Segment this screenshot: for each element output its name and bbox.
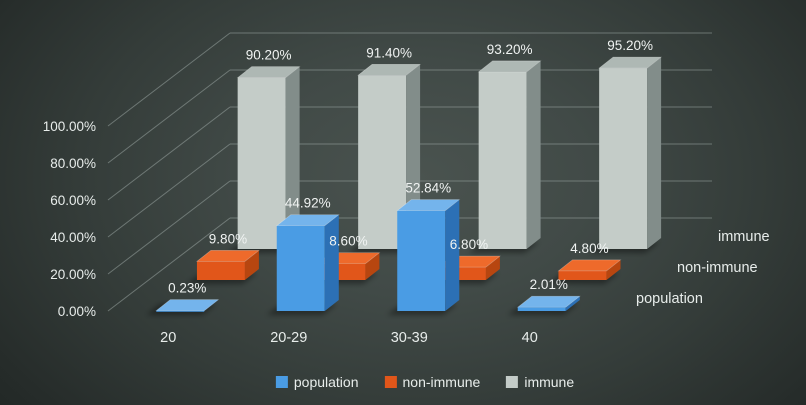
bar-front-non-immune xyxy=(558,270,607,280)
bar-side-immune xyxy=(647,57,662,249)
legend: population non-immune immune xyxy=(275,374,574,390)
value-axis-tick: 100.00% xyxy=(43,119,96,134)
value-axis-tick: 20.00% xyxy=(50,267,96,282)
legend-swatch-icon xyxy=(506,376,519,388)
legend-item-immune[interactable]: immune xyxy=(506,374,574,390)
legend-label: immune xyxy=(524,374,575,390)
data-label: 93.20% xyxy=(487,42,533,57)
bar-top-population xyxy=(275,214,340,227)
gridline-diagonal xyxy=(107,32,231,127)
category-label: 20-29 xyxy=(270,330,307,346)
legend-label: non-immune xyxy=(402,374,481,390)
data-label: 9.80% xyxy=(209,231,247,246)
bar-side-population xyxy=(324,214,339,311)
bar-front-population xyxy=(397,210,446,311)
data-label: 6.80% xyxy=(450,237,488,252)
bar-front-non-immune xyxy=(196,261,245,280)
data-label: 90.20% xyxy=(246,48,292,63)
legend-swatch-icon xyxy=(384,376,397,388)
bar-side-immune xyxy=(285,66,300,249)
value-axis-tick: 80.00% xyxy=(50,156,96,171)
bar-front-immune xyxy=(237,77,286,250)
gridline-diagonal xyxy=(107,143,231,238)
bar-side-population xyxy=(445,199,460,311)
bar-side-population xyxy=(565,296,580,311)
data-label: 0.23% xyxy=(168,281,206,296)
bar-top-non-immune xyxy=(195,250,260,262)
bar-top-non-immune xyxy=(557,259,622,272)
gridline-diagonal xyxy=(107,217,231,312)
bar-top-immune xyxy=(236,66,301,78)
legend-item-population[interactable]: population xyxy=(275,374,359,390)
bar-side-non-immune xyxy=(485,256,500,280)
bars xyxy=(146,56,663,315)
bar-top-immune xyxy=(357,63,422,76)
value-axis-tick: 0.00% xyxy=(58,304,96,319)
bar-side-immune xyxy=(526,60,541,250)
value-axis-tick: 40.00% xyxy=(50,230,96,245)
legend-swatch-icon xyxy=(275,376,288,388)
data-label: 52.84% xyxy=(405,181,451,196)
bar-side-non-immune xyxy=(606,259,621,280)
bar-top-population xyxy=(155,299,220,311)
series-axis-label: population xyxy=(636,291,703,307)
value-axis: 0.00% 20.00% 40.00% 60.00% 80.00% 100.00% xyxy=(43,119,96,319)
data-label: 95.20% xyxy=(607,38,653,53)
bar-front-population xyxy=(276,225,325,311)
data-label: 4.80% xyxy=(570,241,608,256)
gridline-diagonal xyxy=(107,106,231,201)
bar-front-immune xyxy=(478,71,527,249)
bar-side-non-immune xyxy=(244,250,259,280)
bar-side-population xyxy=(204,299,219,311)
series-axis: population non-immune immune xyxy=(636,229,770,307)
category-axis: 20 20-29 30-39 40 xyxy=(160,330,538,346)
bar-top-population xyxy=(396,199,461,211)
gridline-diagonal xyxy=(107,180,231,275)
bar-front-population xyxy=(156,310,205,312)
series-axis-label: immune xyxy=(718,229,770,245)
bar-front-population xyxy=(517,307,566,311)
legend-label: population xyxy=(293,374,359,390)
bar-top-immune xyxy=(477,60,542,73)
series-axis-label: non-immune xyxy=(677,260,758,276)
bar-front-immune xyxy=(599,68,648,250)
category-label: 40 xyxy=(522,330,538,346)
bar-side-non-immune xyxy=(365,252,380,280)
legend-item-non-immune[interactable]: non-immune xyxy=(384,374,481,390)
category-label: 30-39 xyxy=(391,330,428,346)
data-label: 2.01% xyxy=(530,277,568,292)
data-label: 44.92% xyxy=(285,196,331,211)
category-label: 20 xyxy=(160,330,176,346)
bar-top-population xyxy=(516,295,581,308)
data-label: 91.40% xyxy=(366,45,412,60)
bar-top-immune xyxy=(598,56,663,69)
data-label: 8.60% xyxy=(329,234,367,249)
data-labels: 0.23% 44.92% 52.84% 2.01% 9.80% 8.60% 6.80% 4.8… xyxy=(168,38,653,295)
value-axis-tick: 60.00% xyxy=(50,193,96,208)
gridline-diagonal xyxy=(107,69,231,164)
